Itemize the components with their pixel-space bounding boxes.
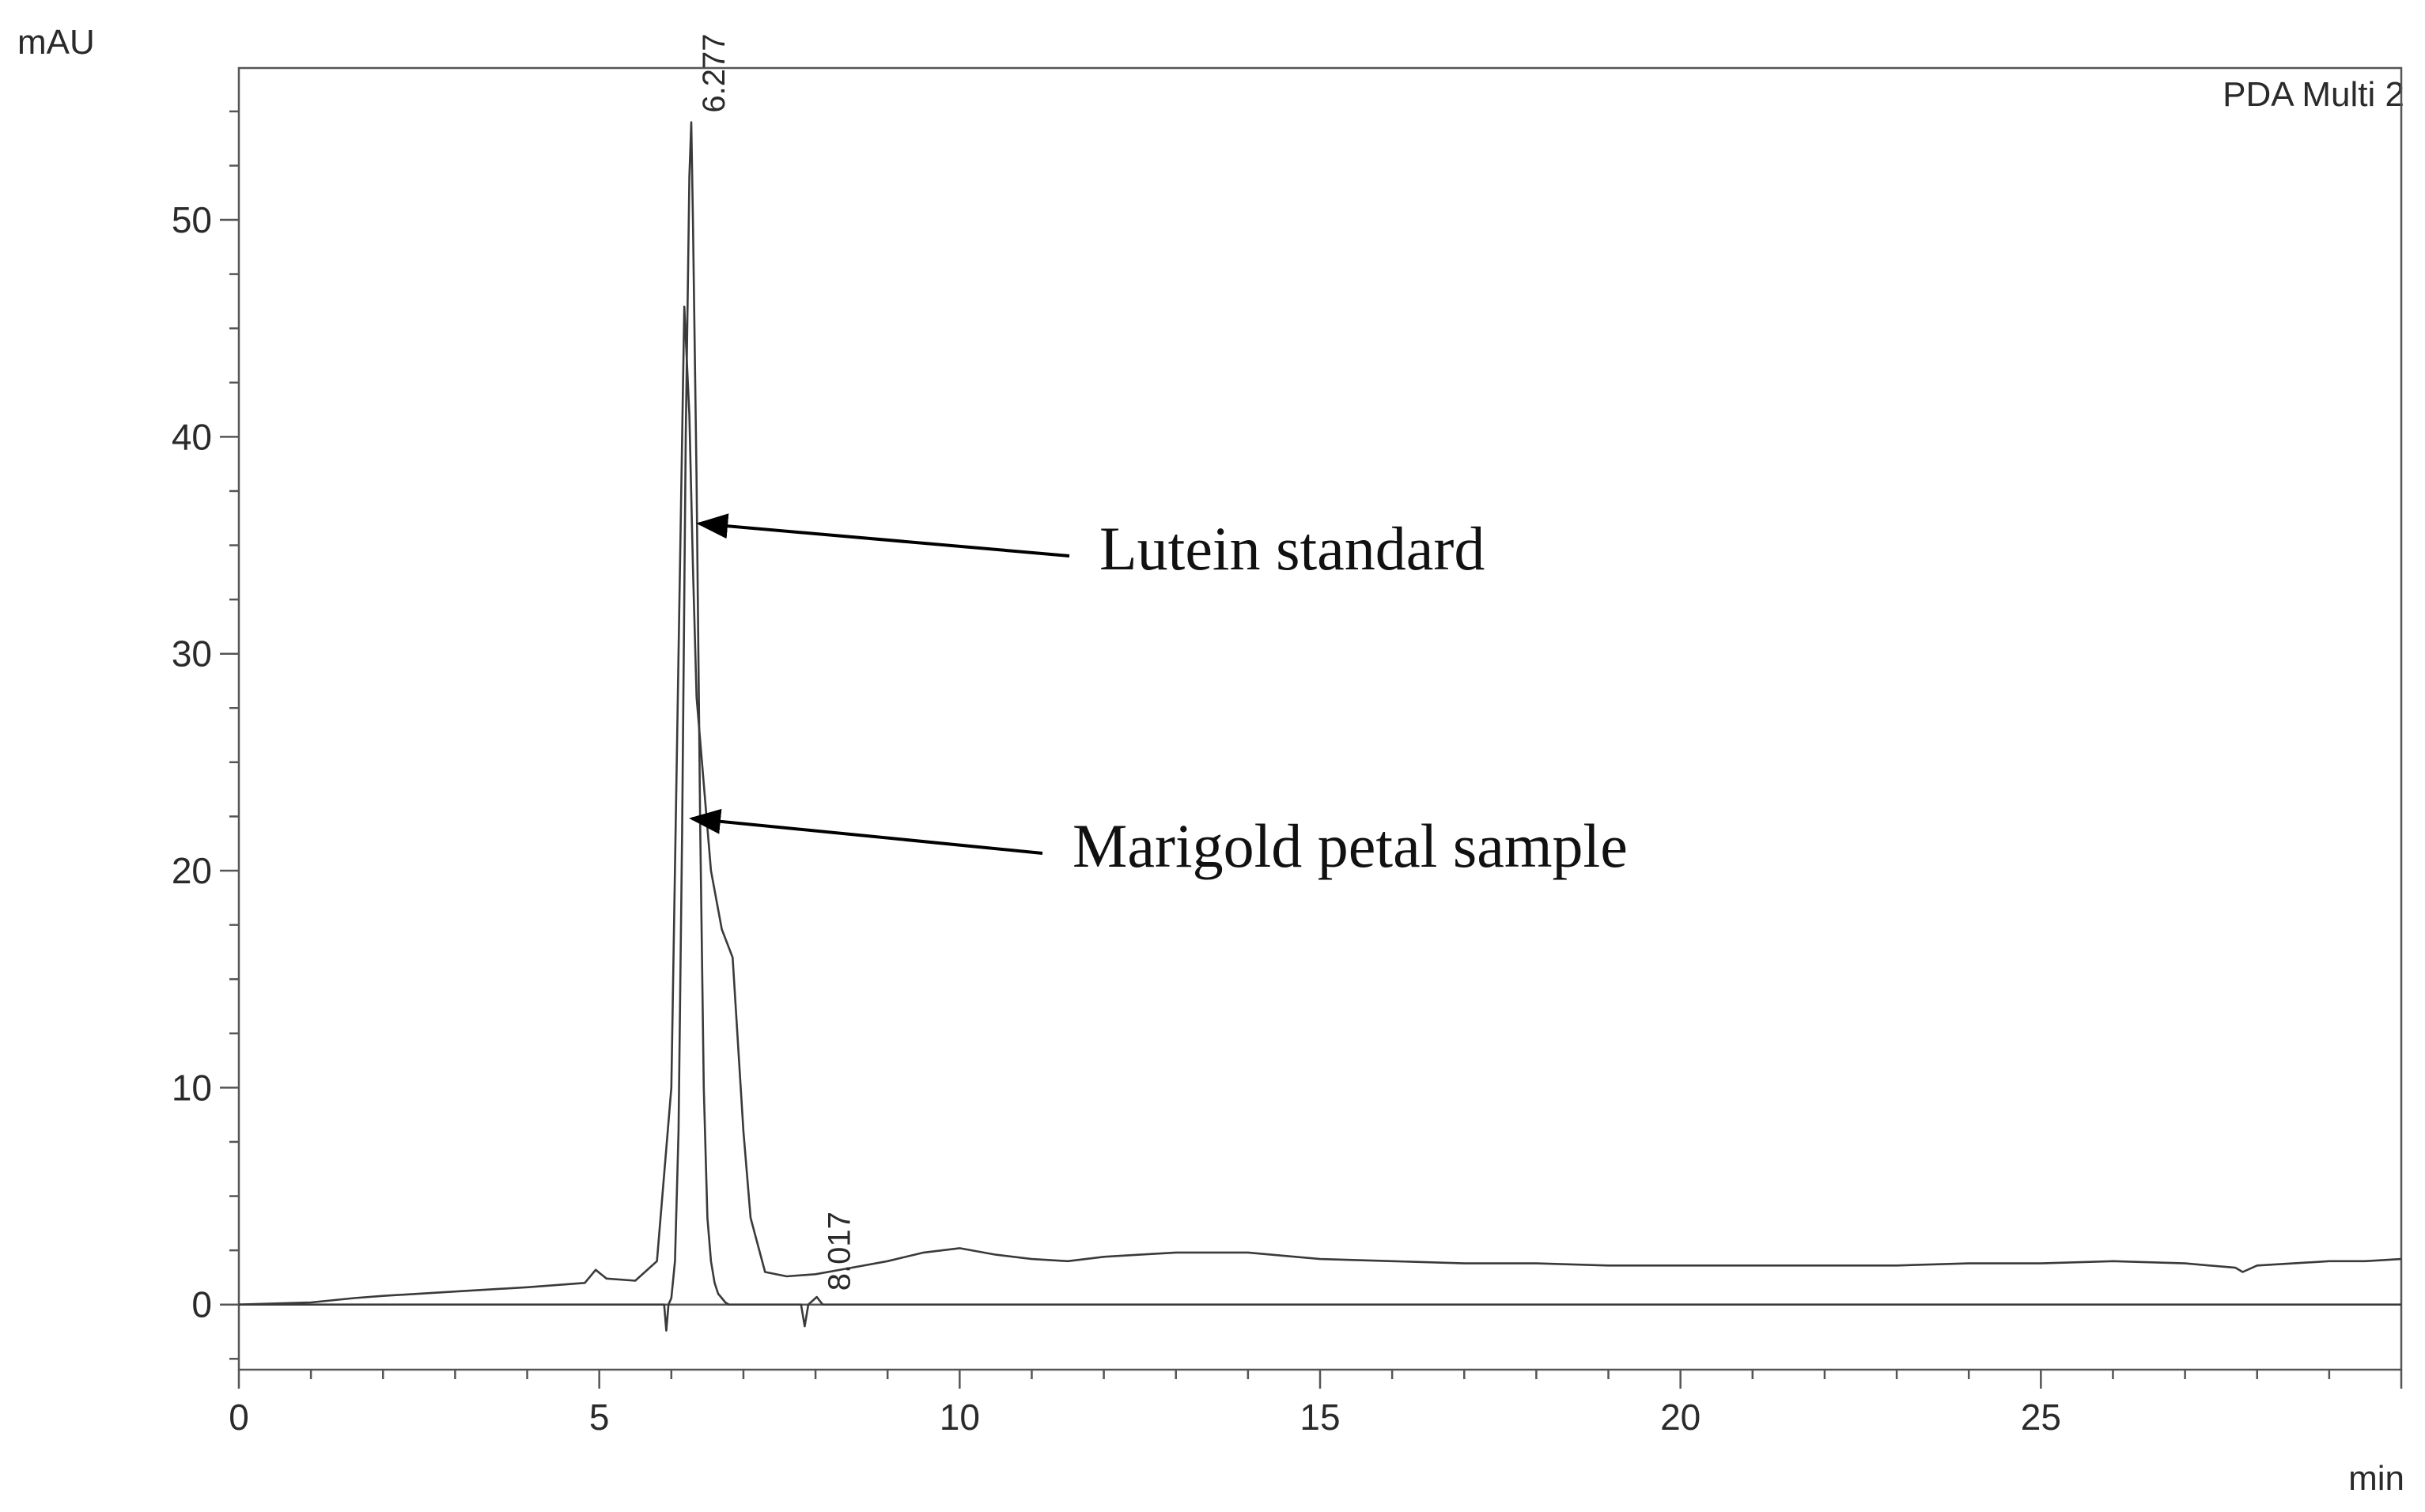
x-tick-label: 25 bbox=[2021, 1397, 2061, 1438]
peak-retention-label: 8.017 bbox=[823, 1211, 857, 1291]
x-tick-label: 15 bbox=[1300, 1397, 1340, 1438]
peak-retention-label: 6.277 bbox=[697, 33, 732, 112]
y-tick-label: 10 bbox=[172, 1067, 212, 1108]
x-axis-label: min bbox=[2348, 1459, 2404, 1498]
annotation-label: Marigold petal sample bbox=[1073, 811, 1628, 880]
lutein-standard-trace bbox=[239, 121, 2401, 1332]
x-tick-label: 10 bbox=[940, 1397, 980, 1438]
marigold-sample-trace bbox=[238, 305, 2402, 1306]
detector-label: PDA Multi 2 bbox=[2223, 75, 2404, 114]
y-tick-label: 20 bbox=[172, 850, 212, 891]
annotation-label: Lutein standard bbox=[1099, 514, 1485, 583]
y-axis-label: mAU bbox=[17, 23, 95, 62]
x-tick-label: 0 bbox=[229, 1397, 249, 1438]
y-tick-label: 50 bbox=[172, 199, 212, 240]
plot-frame bbox=[237, 66, 2403, 1371]
plot-area: 0 5 10 15 20 25 0 10 20 30 40 50 6.277 8.017 Lutein st… bbox=[172, 33, 2403, 1438]
y-tick-label: 40 bbox=[172, 416, 212, 457]
y-tick-label: 0 bbox=[191, 1284, 212, 1325]
x-tick-label: 20 bbox=[1660, 1397, 1701, 1438]
y-tick-label: 30 bbox=[172, 633, 212, 675]
annotation-arrow bbox=[689, 808, 1043, 855]
annotation-arrow bbox=[696, 513, 1070, 558]
x-tick-label: 5 bbox=[589, 1397, 610, 1438]
